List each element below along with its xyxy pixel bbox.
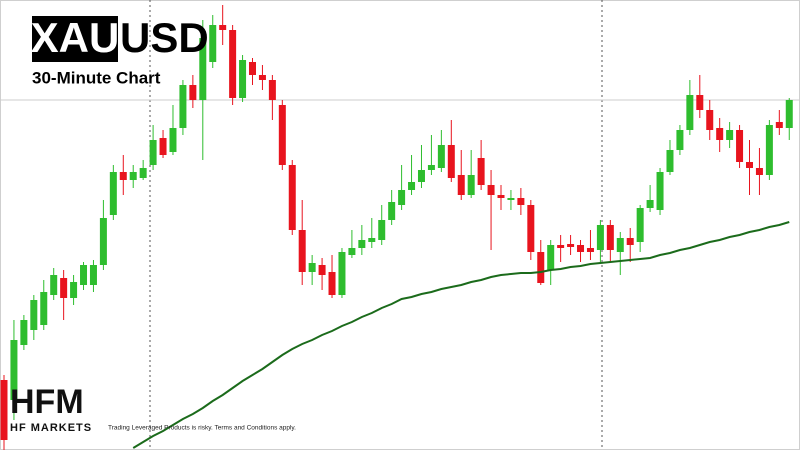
candle-body: [89, 265, 97, 285]
candle-body: [517, 198, 525, 205]
candle-body: [139, 168, 147, 178]
candle-body: [626, 238, 634, 245]
candle-body: [159, 138, 167, 155]
candle-body: [288, 165, 296, 230]
candle-body: [755, 168, 763, 175]
brand-name: HF MARKETS: [10, 422, 92, 434]
candle-body: [258, 75, 266, 80]
candle-body: [50, 275, 58, 295]
candle-body: [80, 265, 88, 285]
candle-body: [497, 195, 505, 198]
candle-body: [447, 145, 455, 178]
moving-average-line: [132, 221, 790, 449]
candle-body: [676, 130, 684, 150]
disclaimer: Trading Leveraged Products is risky. Ter…: [108, 425, 296, 432]
candle-body: [179, 85, 187, 128]
candle-body: [268, 80, 276, 100]
candle-body: [765, 125, 773, 175]
candle-body: [636, 208, 644, 242]
chart-title-box: XAU: [31, 14, 120, 61]
candle-body: [40, 292, 48, 325]
candle-body: [348, 248, 356, 255]
candle-body: [328, 272, 336, 295]
candle-body: [656, 172, 664, 210]
candle-body: [477, 158, 485, 185]
candle-body: [726, 130, 734, 140]
candle-body: [60, 278, 68, 298]
candle-body: [775, 122, 783, 128]
candle-body: [109, 172, 117, 215]
chart-title: USD: [120, 14, 209, 61]
candle-body: [457, 175, 465, 195]
candle-body: [785, 100, 793, 128]
candle-body: [318, 265, 326, 275]
candle-body: [30, 300, 38, 330]
candle-body: [706, 110, 714, 130]
candle-body: [149, 140, 157, 165]
candle-body: [129, 172, 137, 180]
candle-body: [596, 225, 604, 250]
chart-subtitle: 30-Minute Chart: [32, 68, 161, 87]
candle-body: [427, 165, 435, 170]
candle-body: [278, 105, 286, 165]
candle-body: [249, 62, 256, 75]
candle-body: [616, 238, 624, 252]
candle-body: [606, 225, 614, 250]
plot-area: [0, 5, 800, 450]
candle-body: [189, 85, 197, 100]
candle-body: [368, 238, 376, 242]
candle-body: [209, 25, 217, 62]
candle-body: [388, 202, 396, 220]
candle-body: [0, 380, 8, 440]
candle-body: [736, 130, 744, 162]
candle-body: [527, 205, 535, 252]
candle-body: [20, 320, 28, 345]
candle-body: [646, 200, 654, 208]
candle-body: [547, 245, 555, 270]
candle-body: [219, 25, 227, 30]
candle-body: [666, 150, 674, 172]
candle-body: [10, 340, 18, 400]
candle-body: [686, 95, 694, 130]
candle-body: [119, 172, 127, 180]
candle-body: [358, 240, 366, 248]
candle-body: [408, 182, 416, 190]
candle-body: [70, 282, 78, 298]
candle-body: [298, 230, 306, 272]
candle-body: [746, 162, 753, 168]
candle-body: [229, 30, 237, 98]
candle-body: [716, 128, 724, 140]
candle-body: [487, 185, 495, 195]
candle-body: [567, 244, 575, 247]
candle-body: [537, 252, 545, 283]
candle-body: [557, 245, 565, 248]
candle-body: [199, 38, 207, 100]
candle-body: [437, 145, 445, 168]
candle-body: [99, 218, 107, 265]
candle-body: [338, 252, 346, 295]
candle-body: [507, 198, 515, 200]
candle-body: [586, 248, 594, 252]
candle-body: [398, 190, 406, 205]
candle-body: [417, 170, 425, 182]
candle-body: [378, 220, 386, 240]
brand-logo: HFM: [10, 383, 84, 421]
candle-body: [467, 175, 475, 195]
candle-body: [239, 60, 247, 98]
candle-body: [696, 95, 704, 110]
title-box: [32, 16, 118, 62]
candle-body: [169, 128, 177, 152]
candle-body: [308, 263, 316, 272]
candle-body: [577, 245, 585, 252]
